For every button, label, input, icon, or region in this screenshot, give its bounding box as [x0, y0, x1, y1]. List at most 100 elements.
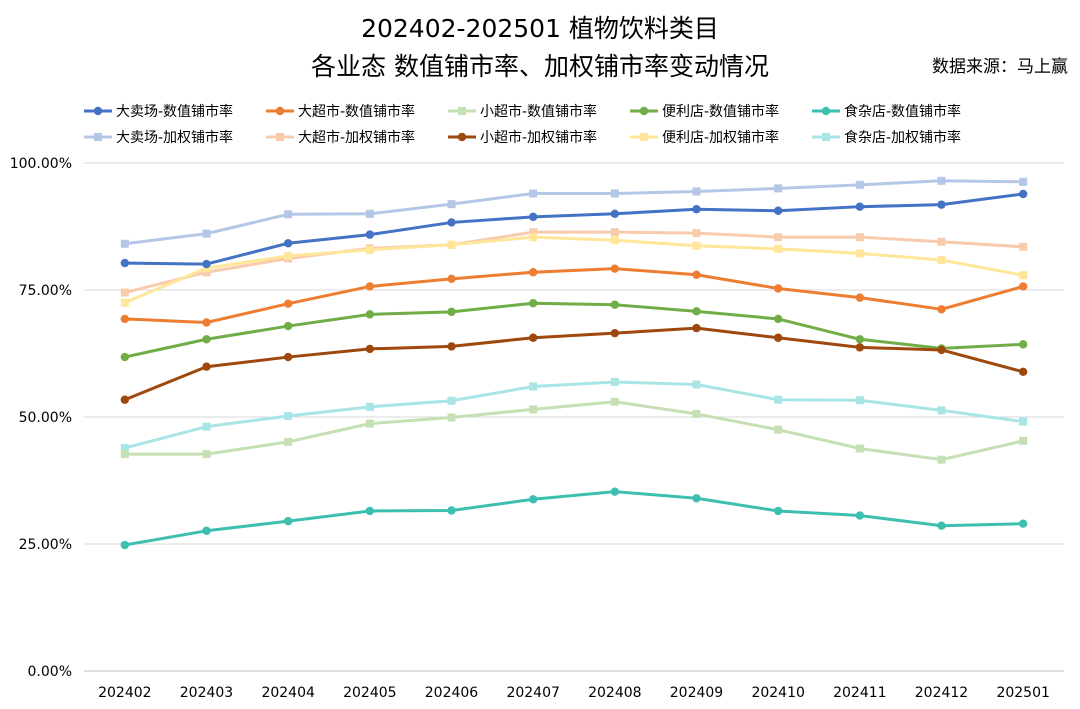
legend-label: 食杂店-加权铺市率	[844, 130, 962, 146]
data-point	[774, 425, 783, 434]
data-point	[284, 251, 293, 260]
legend-swatch	[266, 133, 294, 141]
series-4	[120, 487, 1028, 550]
data-point	[283, 352, 293, 362]
data-point	[120, 540, 130, 550]
data-point	[529, 382, 538, 391]
legend-item: 大超市-数值铺市率	[264, 101, 446, 121]
data-point	[1018, 282, 1028, 291]
data-point	[610, 264, 620, 273]
legend-swatch	[84, 106, 112, 116]
data-point	[1018, 340, 1028, 349]
legend-swatch	[266, 106, 294, 116]
legend-row: 大卖场-数值铺市率 大超市-数值铺市率 小超市-数值铺市率 便利店-数值铺市率 食杂店-…	[82, 98, 1072, 124]
legend-swatch	[812, 106, 840, 116]
data-point	[937, 406, 946, 415]
legend-item: 食杂店-加权铺市率	[810, 127, 992, 147]
x-tick-label: 202501	[996, 685, 1049, 701]
legend-label: 小超市-加权铺市率	[480, 130, 598, 146]
series-line	[123, 179, 1025, 246]
data-point	[1019, 271, 1028, 280]
data-point	[937, 256, 946, 265]
x-tick-label: 202406	[425, 685, 479, 701]
data-point	[610, 236, 619, 245]
data-point	[692, 409, 701, 418]
legend-item: 大卖场-数值铺市率	[82, 101, 264, 121]
series-9	[120, 377, 1028, 452]
data-point	[610, 189, 619, 198]
data-point	[365, 282, 375, 291]
data-point	[773, 284, 783, 293]
y-tick-label: 25.00%	[19, 537, 72, 553]
data-point	[365, 209, 374, 218]
legend-item: 小超市-加权铺市率	[446, 127, 628, 147]
data-point	[202, 259, 211, 269]
data-point	[855, 180, 864, 189]
data-point	[283, 516, 293, 526]
data-point	[528, 212, 538, 222]
data-point	[692, 241, 701, 250]
series-line	[123, 267, 1025, 325]
legend-label: 大卖场-加权铺市率	[116, 130, 234, 146]
data-point	[855, 249, 864, 258]
legend-swatch	[448, 132, 476, 142]
series-0	[120, 189, 1028, 269]
x-tick-label: 202409	[670, 685, 723, 701]
legend-item: 食杂店-数值铺市率	[810, 101, 992, 121]
legend-label: 大超市-数值铺市率	[298, 104, 416, 120]
data-point	[202, 318, 211, 327]
series-1	[120, 264, 1028, 327]
data-source-label: 数据来源：马上赢	[932, 57, 1068, 77]
data-point	[120, 352, 130, 362]
legend-swatch	[84, 133, 112, 141]
data-point	[937, 200, 946, 209]
data-point	[365, 245, 374, 254]
series-7	[120, 323, 1028, 404]
data-point	[774, 233, 783, 242]
legend-label: 食杂店-数值铺市率	[844, 104, 962, 120]
data-point	[365, 506, 375, 516]
data-point	[1018, 367, 1028, 376]
data-point	[1019, 417, 1028, 426]
data-point	[855, 293, 865, 302]
data-point	[610, 209, 620, 218]
data-point	[528, 268, 538, 277]
data-point	[202, 526, 211, 535]
data-point	[774, 184, 783, 193]
legend-label: 大卖场-数值铺市率	[116, 104, 234, 120]
data-point	[610, 377, 619, 386]
legend-label: 小超市-数值铺市率	[480, 104, 598, 120]
data-point	[283, 239, 293, 248]
y-tick-label: 0.00%	[28, 664, 72, 680]
data-point	[120, 450, 129, 459]
data-point	[447, 396, 456, 405]
data-point	[1018, 519, 1028, 528]
data-point	[774, 244, 783, 253]
data-point	[1019, 177, 1028, 186]
series-line	[123, 230, 1025, 295]
series-line	[123, 490, 1025, 547]
data-point	[692, 380, 701, 389]
series-group	[120, 176, 1028, 550]
data-point	[202, 268, 211, 277]
data-point	[855, 343, 865, 352]
legend-item: 便利店-加权铺市率	[628, 127, 810, 147]
legend-label: 便利店-数值铺市率	[662, 104, 780, 120]
x-axis-tick-labels: 202402 202403 202404 202405 202406 202407 2024…	[98, 685, 1050, 701]
data-point	[610, 487, 620, 496]
data-point	[692, 187, 701, 196]
data-point	[447, 274, 456, 284]
data-point	[528, 299, 538, 308]
data-point	[284, 411, 293, 420]
legend-swatch	[448, 107, 476, 115]
series-line	[123, 380, 1025, 450]
data-point	[773, 333, 783, 342]
data-point	[447, 342, 456, 351]
data-point	[937, 345, 946, 355]
x-tick-label: 202411	[833, 685, 886, 701]
data-point	[120, 288, 129, 297]
data-point	[692, 205, 701, 214]
series-5	[120, 176, 1028, 248]
data-point	[855, 396, 864, 405]
